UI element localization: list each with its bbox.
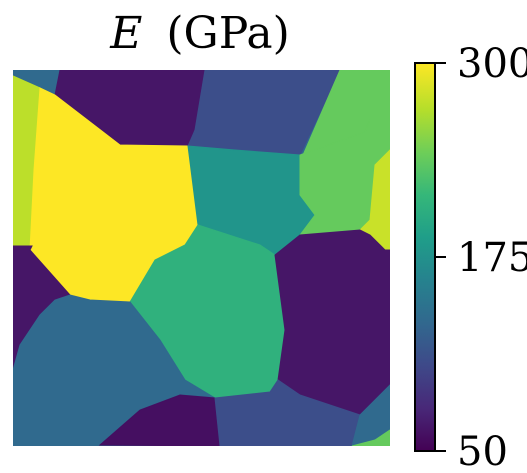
colorbar-gradient (414, 62, 436, 452)
title-symbol: E (109, 8, 142, 59)
colorbar-tick-label-50: 50 (457, 429, 508, 473)
colorbar: 300 175 50 (414, 41, 527, 473)
grain-bottom-middle (214, 379, 361, 446)
colorbar-ticks: 300 175 50 (435, 41, 527, 473)
grains-layer (13, 70, 390, 446)
colorbar-tick-label-300: 300 (457, 41, 527, 87)
grain-map (13, 70, 390, 446)
colorbar-tick-label-175: 175 (457, 235, 527, 281)
grain-bottom-right-corner (351, 429, 390, 446)
grain-bottom-left-center (98, 394, 221, 446)
title-unit: (GPa) (166, 8, 289, 59)
chart-title: E (GPa) (109, 8, 289, 59)
grain-right-middle (274, 229, 390, 416)
